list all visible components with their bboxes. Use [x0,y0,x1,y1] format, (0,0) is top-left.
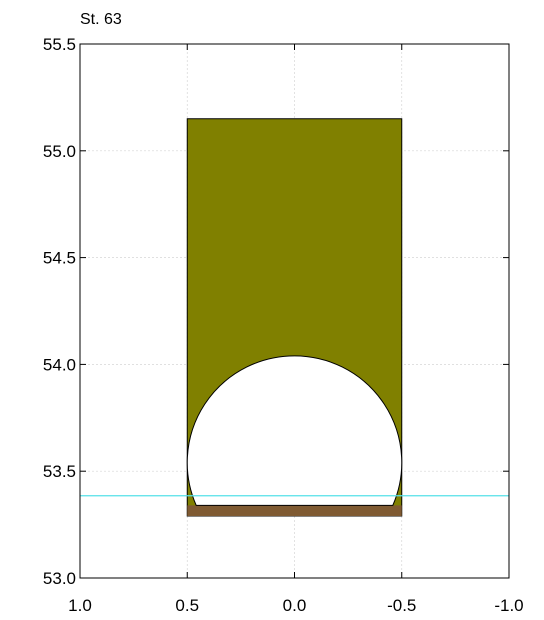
y-tick-label: 54.0 [43,355,76,374]
y-tick-label: 53.0 [43,569,76,588]
x-tick-label: 0.0 [283,596,307,615]
sediment-layer [187,505,402,517]
x-tick-label: -0.5 [387,596,416,615]
y-tick-label: 53.5 [43,462,76,481]
chart-title: St. 63 [80,11,122,28]
y-axis-tick-labels: 53.0 53.5 54.0 54.5 55.0 55.5 [43,35,76,588]
y-tick-label: 54.5 [43,249,76,268]
x-tick-label: 1.0 [68,596,92,615]
x-tick-label: -1.0 [494,596,523,615]
y-tick-label: 55.0 [43,142,76,161]
plot-shapes [80,118,509,517]
culvert-opening [186,355,403,506]
x-tick-label: 0.5 [175,596,199,615]
x-axis-tick-labels: 1.0 0.5 0.0 -0.5 -1.0 [68,596,523,615]
axis-ticks [79,43,510,579]
y-tick-label: 55.5 [43,35,76,54]
